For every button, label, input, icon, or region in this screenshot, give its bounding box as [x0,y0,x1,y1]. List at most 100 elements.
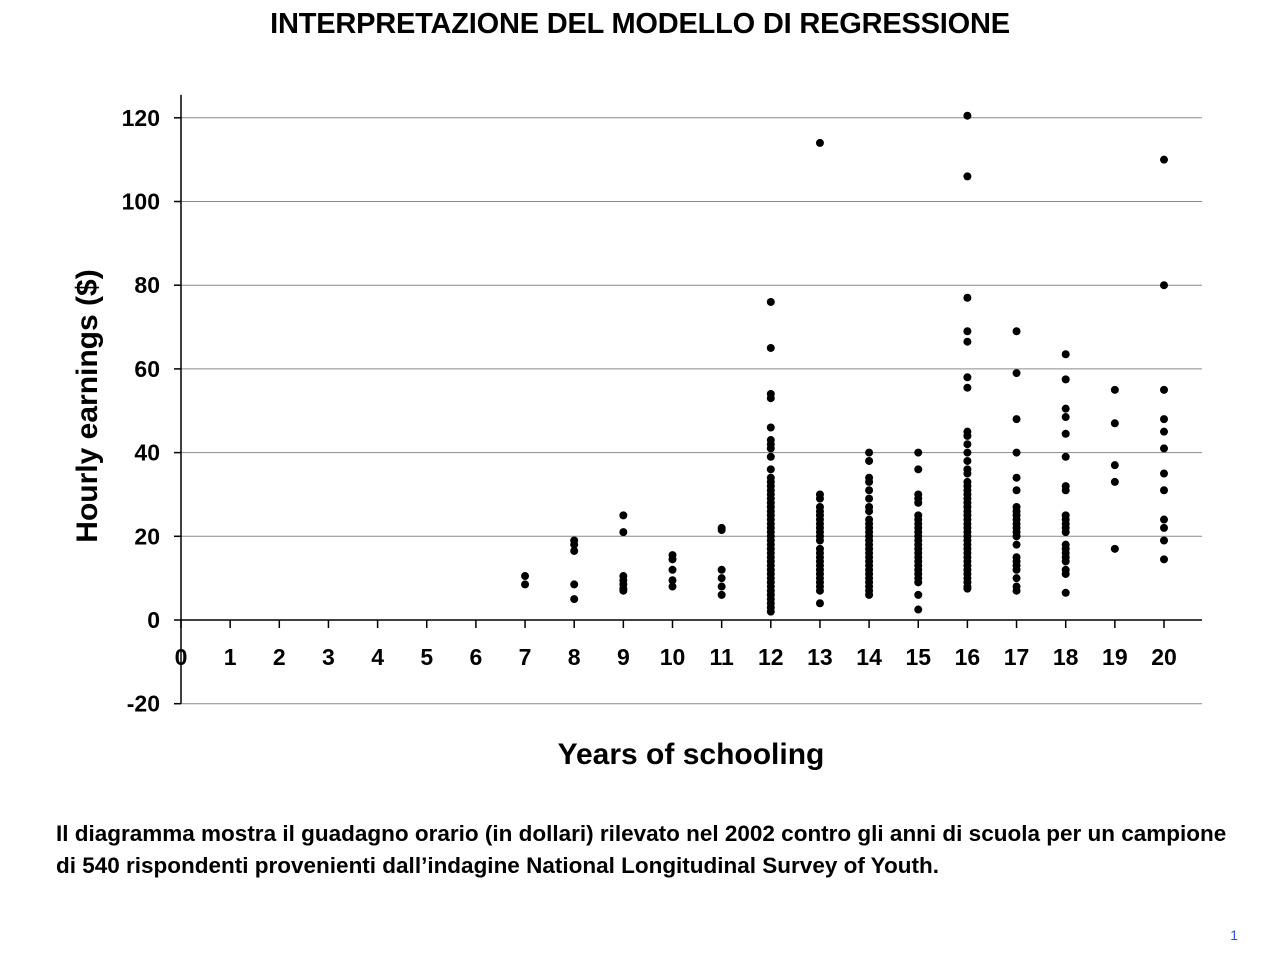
x-tick-label: 7 [519,644,532,670]
page-number: 1 [1230,927,1238,943]
data-point [815,586,824,595]
data-point [521,572,530,581]
data-point [914,578,923,587]
y-tick-label: 20 [134,523,160,549]
data-point [1160,536,1168,545]
data-point [619,528,628,537]
data-point [619,586,628,595]
data-point [1160,427,1168,436]
y-tick-label: 0 [147,607,160,633]
data-point [1012,532,1021,541]
x-tick-label: 11 [709,644,734,670]
data-point [717,526,726,535]
data-point [1061,350,1070,359]
axes [180,94,1202,704]
data-point [1061,588,1070,597]
data-point [1061,486,1070,495]
x-tick-label: 10 [660,644,686,670]
y-tick-label: 40 [134,440,160,466]
data-point [766,452,775,461]
data-point [668,582,677,591]
data-point [570,546,579,555]
data-point [1012,415,1021,424]
y-tick-label: 100 [122,189,160,215]
data-point [1110,419,1119,428]
slide-caption: Il diagramma mostra il guadagno orario (… [56,821,1227,878]
y-tick-label: 60 [134,356,160,382]
data-point [963,431,972,440]
data-point [1160,385,1168,394]
data-point [717,565,726,574]
data-point [766,343,775,352]
y-tick-label: 80 [134,272,160,298]
data-point [1160,515,1168,524]
data-point [766,394,775,403]
data-point [815,494,824,503]
data-point [717,582,726,591]
data-point [815,536,824,545]
data-point [766,465,775,474]
x-tick-label: 4 [371,644,384,670]
x-tick-label: 1 [224,644,237,670]
data-point [1012,486,1021,495]
data-point [1061,429,1070,438]
x-tick-label: 2 [273,644,286,670]
data-point [1061,569,1070,578]
data-point [1110,461,1119,470]
data-point [865,448,874,457]
data-point [1160,415,1168,424]
data-point [1160,155,1168,164]
data-point [1012,565,1021,574]
data-point [570,580,579,589]
data-point [1110,477,1119,486]
y-axis-ticks: -20 0 20 40 60 80 100 120 [122,105,181,717]
data-point [963,440,972,449]
data-point [619,511,628,520]
gridlines [181,117,1202,705]
data-point [963,337,972,346]
data-point [1012,586,1021,595]
data-point [963,111,972,120]
x-tick-label: 18 [1053,644,1079,670]
x-tick-label: 13 [807,644,833,670]
data-point [1012,369,1021,378]
x-tick-label: 3 [322,644,335,670]
data-point [865,456,874,465]
data-point [1061,557,1070,566]
x-axis-label: Years of schooling [558,738,825,771]
data-point [766,297,775,306]
data-point [963,584,972,593]
data-point [766,444,775,453]
data-point [914,498,923,507]
data-point [717,574,726,583]
data-point [766,607,775,616]
data-point [1061,413,1070,422]
data-point [668,565,677,574]
data-point [521,580,530,589]
data-point [963,469,972,478]
scatter-chart: 0 1 2 3 4 5 6 7 8 9 10 11 12 13 14 15 16 17 18 19 20 -200204… [71,94,1202,771]
y-axis-label: Hourly earnings ($) [71,269,104,542]
x-tick-label: 0 [175,644,188,670]
data-point [1110,385,1119,394]
data-point [1012,327,1021,336]
slide-title: INTERPRETAZIONE DEL MODELLO DI REGRESSIO… [270,8,1010,40]
x-tick-label: 19 [1102,644,1128,670]
data-point [766,423,775,432]
data-point [1061,375,1070,384]
data-point [815,138,824,147]
data-point [914,448,923,457]
data-point [1012,448,1021,457]
x-tick-label: 16 [955,644,981,670]
data-point [1160,469,1168,478]
x-tick-label: 6 [470,644,483,670]
data-points [521,111,1168,616]
data-point [1160,555,1168,564]
x-tick-label: 15 [905,644,931,670]
x-tick-label: 20 [1151,644,1177,670]
data-point [963,172,972,181]
data-point [1160,486,1168,495]
data-point [865,590,874,599]
data-point [963,373,972,382]
y-tick-label: -20 [127,691,160,717]
